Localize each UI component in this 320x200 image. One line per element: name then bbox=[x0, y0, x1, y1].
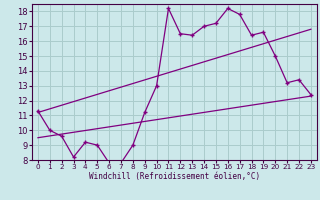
X-axis label: Windchill (Refroidissement éolien,°C): Windchill (Refroidissement éolien,°C) bbox=[89, 172, 260, 181]
